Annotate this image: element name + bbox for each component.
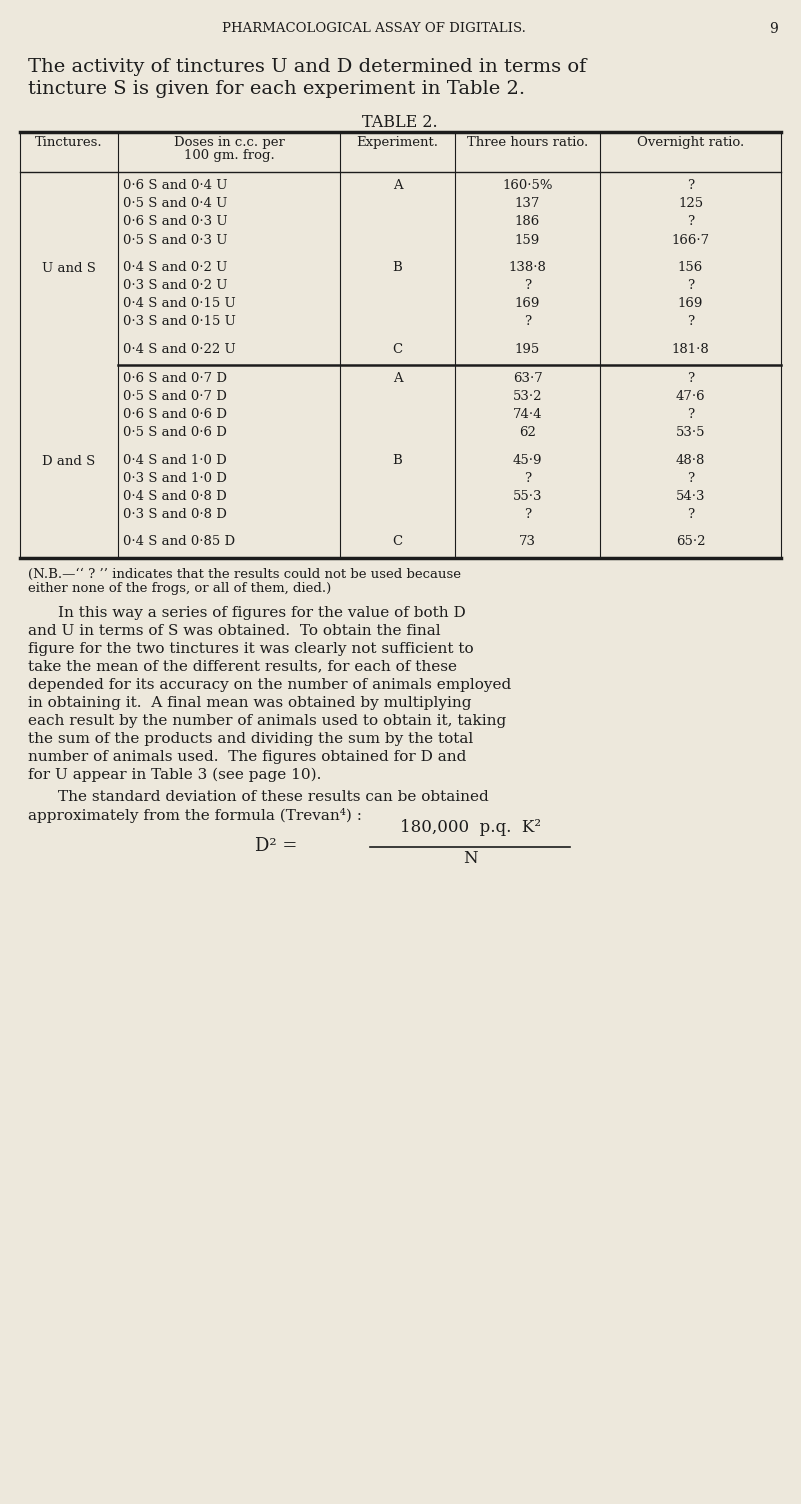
Text: C: C [392,535,403,549]
Text: 0·4 S and 0·85 D: 0·4 S and 0·85 D [123,535,235,549]
Text: 45·9: 45·9 [513,454,542,466]
Text: D and S: D and S [42,456,95,468]
Text: Tinctures.: Tinctures. [35,135,103,149]
Text: 0·6 S and 0·6 D: 0·6 S and 0·6 D [123,408,227,421]
Text: 0·4 S and 1·0 D: 0·4 S and 1·0 D [123,454,227,466]
Text: D² =: D² = [255,836,297,854]
Text: 195: 195 [515,343,540,355]
Text: A: A [392,179,402,193]
Text: 55·3: 55·3 [513,490,542,502]
Text: In this way a series of figures for the value of both D: In this way a series of figures for the … [58,606,465,620]
Text: 0·4 S and 0·15 U: 0·4 S and 0·15 U [123,298,235,310]
Text: 0·5 S and 0·6 D: 0·5 S and 0·6 D [123,427,227,439]
Text: A: A [392,371,402,385]
Text: 0·4 S and 0·8 D: 0·4 S and 0·8 D [123,490,227,502]
Text: 181·8: 181·8 [671,343,710,355]
Text: (N.B.—‘‘ ? ’’ indicates that the results could not be used because: (N.B.—‘‘ ? ’’ indicates that the results… [28,567,461,581]
Text: 169: 169 [678,298,703,310]
Text: ?: ? [687,280,694,292]
Text: 137: 137 [515,197,540,211]
Text: ?: ? [524,508,531,522]
Text: 65·2: 65·2 [676,535,705,549]
Text: Overnight ratio.: Overnight ratio. [637,135,744,149]
Text: Three hours ratio.: Three hours ratio. [467,135,588,149]
Text: 186: 186 [515,215,540,229]
Text: take the mean of the different results, for each of these: take the mean of the different results, … [28,660,457,674]
Text: 74·4: 74·4 [513,408,542,421]
Text: 9: 9 [769,23,778,36]
Text: B: B [392,454,402,466]
Text: 54·3: 54·3 [676,490,705,502]
Text: 53·2: 53·2 [513,390,542,403]
Text: ?: ? [687,215,694,229]
Text: and U in terms of S was obtained.  To obtain the final: and U in terms of S was obtained. To obt… [28,624,441,638]
Text: ?: ? [687,371,694,385]
Text: 169: 169 [515,298,540,310]
Text: 47·6: 47·6 [676,390,706,403]
Text: 0·3 S and 0·15 U: 0·3 S and 0·15 U [123,316,235,328]
Text: the sum of the products and dividing the sum by the total: the sum of the products and dividing the… [28,731,473,746]
Text: 0·3 S and 0·8 D: 0·3 S and 0·8 D [123,508,227,522]
Text: 0·6 S and 0·3 U: 0·6 S and 0·3 U [123,215,227,229]
Text: 0·3 S and 1·0 D: 0·3 S and 1·0 D [123,472,227,484]
Text: for U appear in Table 3 (see page 10).: for U appear in Table 3 (see page 10). [28,767,321,782]
Text: Experiment.: Experiment. [356,135,438,149]
Text: depended for its accuracy on the number of animals employed: depended for its accuracy on the number … [28,678,511,692]
Text: 0·6 S and 0·4 U: 0·6 S and 0·4 U [123,179,227,193]
Text: 138·8: 138·8 [509,260,546,274]
Text: Doses in c.c. per: Doses in c.c. per [174,135,284,149]
Text: ?: ? [687,408,694,421]
Text: 62: 62 [519,427,536,439]
Text: either none of the frogs, or all of them, died.): either none of the frogs, or all of them… [28,582,332,594]
Text: ?: ? [524,316,531,328]
Text: 0·5 S and 0·7 D: 0·5 S and 0·7 D [123,390,227,403]
Text: 63·7: 63·7 [513,371,542,385]
Text: 53·5: 53·5 [676,427,705,439]
Text: 125: 125 [678,197,703,211]
Text: 180,000  p.q.  K²: 180,000 p.q. K² [400,818,541,836]
Text: tincture S is given for each experiment in Table 2.: tincture S is given for each experiment … [28,80,525,98]
Text: approximately from the formula (Trevan⁴) :: approximately from the formula (Trevan⁴)… [28,808,362,823]
Text: B: B [392,260,402,274]
Text: ?: ? [687,472,694,484]
Text: 166·7: 166·7 [671,233,710,247]
Text: 100 gm. frog.: 100 gm. frog. [183,149,275,162]
Text: 156: 156 [678,260,703,274]
Text: 0·3 S and 0·2 U: 0·3 S and 0·2 U [123,280,227,292]
Text: TABLE 2.: TABLE 2. [362,114,438,131]
Text: 73: 73 [519,535,536,549]
Text: 0·5 S and 0·3 U: 0·5 S and 0·3 U [123,233,227,247]
Text: ?: ? [524,280,531,292]
Text: N: N [463,850,477,866]
Text: 0·4 S and 0·2 U: 0·4 S and 0·2 U [123,260,227,274]
Text: in obtaining it.  A final mean was obtained by multiplying: in obtaining it. A final mean was obtain… [28,695,472,710]
Text: ?: ? [687,316,694,328]
Text: number of animals used.  The figures obtained for D and: number of animals used. The figures obta… [28,749,466,764]
Text: PHARMACOLOGICAL ASSAY OF DIGITALIS.: PHARMACOLOGICAL ASSAY OF DIGITALIS. [222,23,526,35]
Text: ?: ? [687,508,694,522]
Text: The activity of tinctures U and D determined in terms of: The activity of tinctures U and D determ… [28,59,586,77]
Text: 159: 159 [515,233,540,247]
Text: figure for the two tinctures it was clearly not sufficient to: figure for the two tinctures it was clea… [28,642,473,656]
Text: ?: ? [687,179,694,193]
Text: The standard deviation of these results can be obtained: The standard deviation of these results … [58,790,489,803]
Text: 0·4 S and 0·22 U: 0·4 S and 0·22 U [123,343,235,355]
Text: ?: ? [524,472,531,484]
Text: U and S: U and S [42,262,96,275]
Text: 0·6 S and 0·7 D: 0·6 S and 0·7 D [123,371,227,385]
Text: 0·5 S and 0·4 U: 0·5 S and 0·4 U [123,197,227,211]
Text: 48·8: 48·8 [676,454,705,466]
Text: 160·5%: 160·5% [502,179,553,193]
Text: C: C [392,343,403,355]
Text: each result by the number of animals used to obtain it, taking: each result by the number of animals use… [28,713,506,728]
